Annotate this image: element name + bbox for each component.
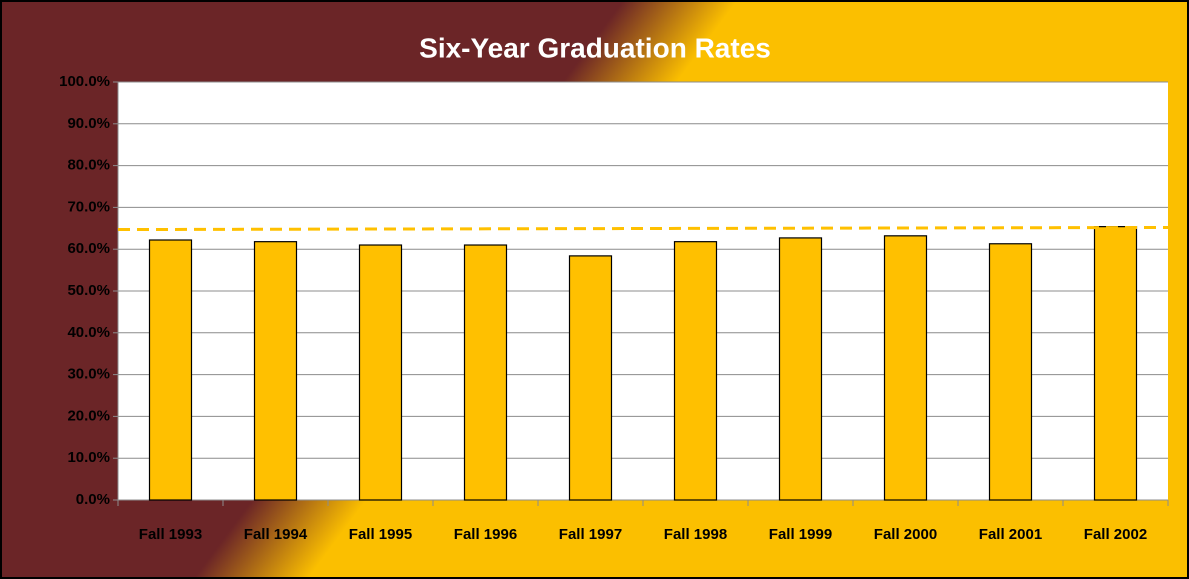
bar [253, 241, 298, 501]
x-tick-label: Fall 1994 [244, 526, 308, 543]
y-tick-label: 90.0% [67, 115, 110, 132]
bar [883, 235, 928, 501]
y-tick-label: 30.0% [67, 366, 110, 383]
y-tick-label: 100.0% [59, 73, 110, 90]
x-tick-label: Fall 2002 [1084, 526, 1147, 543]
y-tick-label: 20.0% [67, 407, 110, 424]
bar [148, 239, 193, 501]
x-tick-label: Fall 1999 [769, 526, 832, 543]
bar [568, 255, 613, 501]
y-tick-label: 80.0% [67, 157, 110, 174]
y-tick-label: 40.0% [67, 324, 110, 341]
x-tick-label: Fall 2000 [874, 526, 937, 543]
y-tick-label: 10.0% [67, 449, 110, 466]
bar [778, 237, 823, 501]
bar [988, 243, 1033, 501]
y-tick-label: 60.0% [67, 240, 110, 257]
x-tick-label: Fall 1996 [454, 526, 517, 543]
x-tick-label: Fall 1998 [664, 526, 727, 543]
bar [358, 244, 403, 501]
bar [463, 244, 508, 501]
y-tick-label: 70.0% [67, 198, 110, 215]
x-tick-label: Fall 1997 [559, 526, 622, 543]
x-tick-label: Fall 2001 [979, 526, 1042, 543]
bar [1093, 226, 1138, 501]
y-tick-label: 0.0% [76, 491, 110, 508]
y-tick-label: 50.0% [67, 282, 110, 299]
x-tick-label: Fall 1993 [139, 526, 202, 543]
x-tick-label: Fall 1995 [349, 526, 412, 543]
chart-title: Six-Year Graduation Rates [419, 32, 771, 63]
trendline [117, 225, 1169, 232]
bar [673, 241, 718, 501]
